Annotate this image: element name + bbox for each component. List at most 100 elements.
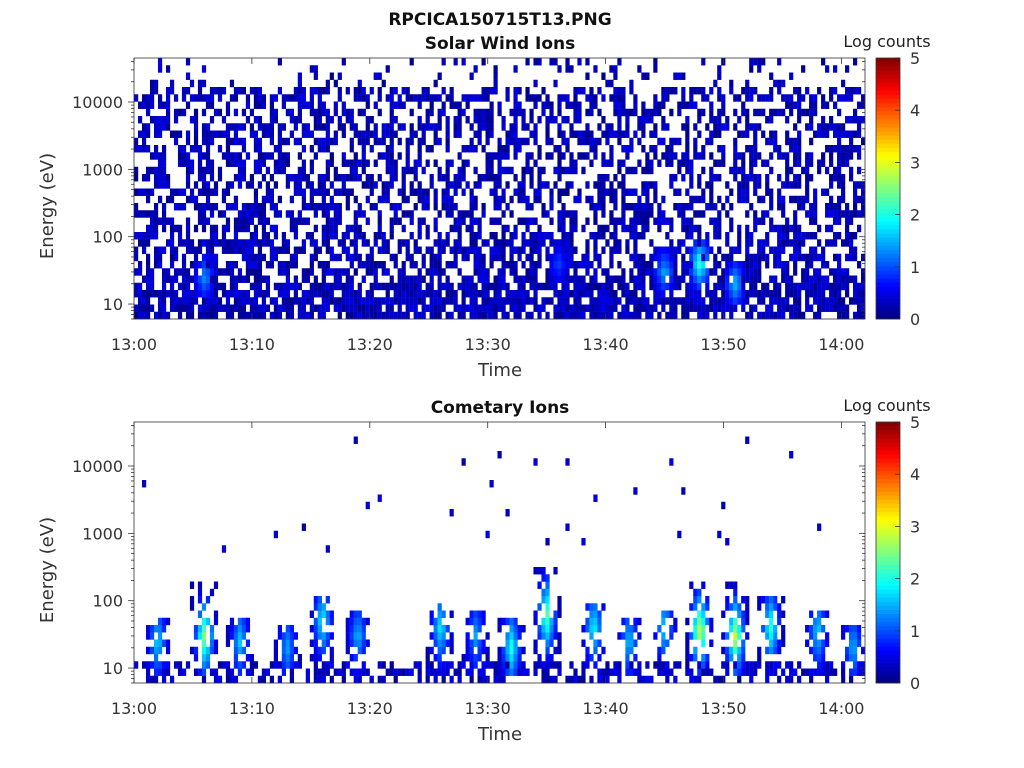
spectrogram-cell: [813, 639, 818, 647]
spectrogram-cell: [557, 304, 562, 312]
spectrogram-cell: [837, 181, 842, 189]
spectrogram-cell: [749, 661, 754, 669]
spectrogram-cell: [381, 282, 386, 291]
spectrogram-cell: [689, 94, 694, 102]
spectrogram-cell: [485, 530, 490, 539]
spectrogram-cell: [149, 152, 155, 160]
cometary-title: Cometary Ions: [431, 398, 570, 418]
spectrogram-cell: [353, 625, 358, 633]
spectrogram-cell: [557, 261, 562, 269]
spectrogram-cell: [733, 290, 738, 298]
spectrogram-cell: [645, 108, 650, 117]
spectrogram-cell: [273, 661, 278, 669]
spectrogram-cell: [357, 130, 362, 138]
spectrogram-cell: [689, 87, 694, 95]
spectrogram-cell: [545, 116, 550, 124]
cometary-ylabel: Energy (eV): [37, 517, 58, 623]
spectrogram-cell: [329, 224, 334, 233]
spectrogram-cell: [213, 188, 219, 196]
spectrogram-cell: [441, 610, 446, 618]
spectrogram-cell: [325, 617, 330, 626]
spectrogram-cell: [513, 101, 518, 109]
spectrogram-cell: [265, 130, 271, 138]
spectrogram-cell: [545, 311, 550, 320]
spectrogram-cell: [593, 101, 598, 109]
spectrogram-cell: [225, 188, 231, 196]
cometary-xlabel: Time: [477, 724, 522, 745]
spectrogram-cell: [389, 232, 394, 240]
spectrogram-cell: [737, 275, 742, 283]
spectrogram-cell: [237, 290, 243, 298]
spectrogram-cell: [197, 668, 203, 676]
spectrogram-cell: [161, 181, 167, 189]
spectrogram-cell: [137, 304, 143, 312]
spectrogram-cell: [777, 246, 782, 254]
spectrogram-cell: [541, 661, 546, 669]
spectrogram-cell: [473, 181, 478, 189]
spectrogram-cell: [329, 297, 334, 305]
spectrogram-cell: [565, 145, 570, 153]
spectrogram-cell: [521, 646, 526, 655]
spectrogram-cell: [249, 174, 255, 182]
spectrogram-cell: [357, 232, 362, 240]
spectrogram-cell: [793, 268, 798, 276]
spectrogram-cell: [341, 290, 346, 298]
spectrogram-cell: [601, 246, 606, 254]
spectrogram-cell: [149, 87, 155, 95]
spectrogram-cell: [589, 137, 594, 146]
spectrogram-cell: [741, 290, 746, 298]
spectrogram-cell: [809, 304, 814, 312]
spectrogram-cell: [549, 617, 554, 626]
spectrogram-cell: [253, 203, 259, 211]
spectrogram-cell: [157, 668, 163, 676]
spectrogram-cell: [173, 130, 179, 138]
spectrogram-cell: [829, 668, 834, 676]
spectrogram-cell: [693, 617, 698, 626]
spectrogram-cell: [265, 195, 271, 204]
spectrogram-cell: [357, 79, 362, 88]
spectrogram-cell: [317, 108, 322, 117]
spectrogram-cell: [437, 239, 442, 247]
spectrogram-cell: [385, 159, 390, 167]
spectrogram-cell: [617, 94, 622, 102]
spectrogram-cell: [409, 217, 414, 225]
spectrogram-cell: [649, 166, 654, 175]
spectrogram-cell: [649, 275, 654, 283]
spectrogram-cell: [545, 210, 550, 218]
spectrogram-cell: [713, 268, 718, 276]
spectrogram-cell: [245, 290, 251, 298]
spectrogram-cell: [661, 268, 666, 276]
spectrogram-cell: [561, 203, 566, 211]
spectrogram-cell: [161, 174, 167, 182]
spectrogram-cell: [553, 58, 558, 66]
spectrogram-cell: [845, 268, 850, 276]
spectrogram-cell: [341, 304, 346, 312]
spectrogram-cell: [453, 246, 458, 254]
spectrogram-cell: [505, 181, 510, 189]
spectrogram-cell: [493, 668, 498, 676]
spectrogram-cell: [689, 304, 694, 312]
spectrogram-cell: [709, 108, 714, 117]
spectrogram-cell: [717, 145, 722, 153]
spectrogram-cell: [533, 217, 538, 225]
spectrogram-cell: [645, 210, 650, 218]
spectrogram-cell: [737, 166, 742, 175]
spectrogram-cell: [505, 639, 510, 647]
y-tick-label: 10000: [72, 93, 123, 112]
spectrogram-cell: [685, 639, 690, 647]
colorbar-segment: [876, 634, 900, 639]
x-tick-label: 13:40: [583, 699, 629, 718]
spectrogram-cell: [185, 232, 191, 240]
spectrogram-cell: [701, 632, 706, 640]
x-tick-label: 13:50: [700, 335, 746, 354]
spectrogram-cell: [333, 210, 338, 218]
spectrogram-cell: [361, 108, 366, 117]
colorbar-frame: [875, 57, 901, 320]
spectrogram-cell: [825, 239, 830, 247]
spectrogram-cell: [713, 203, 718, 211]
spectrogram-cell: [289, 639, 294, 647]
spectrogram-cell: [329, 137, 334, 146]
spectrogram-cell: [649, 181, 654, 189]
spectrogram-cell: [217, 304, 223, 312]
spectrogram-cell: [525, 268, 530, 276]
